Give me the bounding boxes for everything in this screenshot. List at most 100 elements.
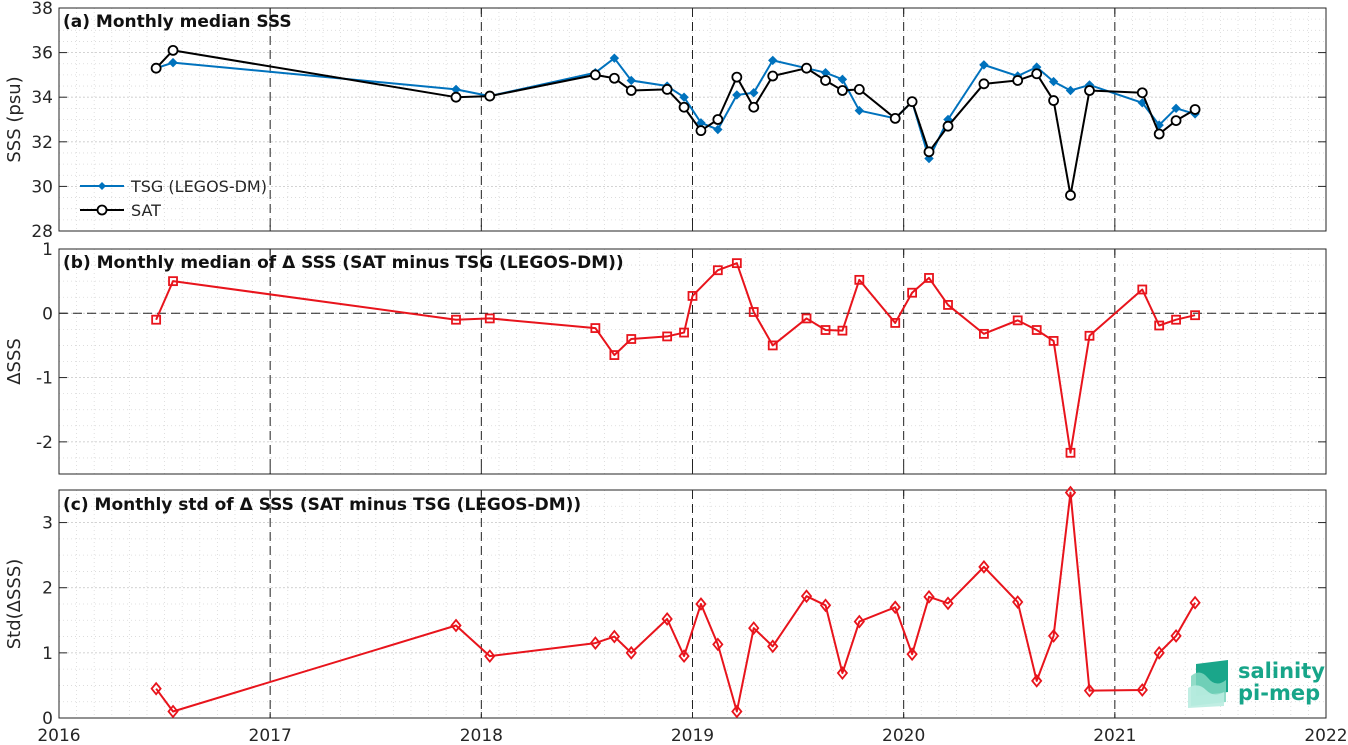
y-tick-label: 1 [42,240,53,260]
delta-median-data-point [1137,284,1148,295]
panel-b-monthly-median-delta-sss: -2 -1 0 1 ΔSSS (b) Monthly median of Δ SSS (S… [4,240,1327,475]
tsg-data-point [626,75,636,86]
delta-std-data-point [800,589,813,604]
sat-data-point [1136,87,1148,99]
y-tick-label: 36 [31,44,53,64]
delta-std-data-point [1064,485,1077,500]
y-tick-label: 34 [31,88,53,108]
delta-std-data-point [608,629,621,644]
sat-data-point [748,101,760,113]
delta-std-data-point [853,614,865,629]
y-tick-label: 32 [31,133,53,153]
y-tick-label: 38 [31,0,53,19]
delta-std-data-point [923,589,935,604]
tsg-data-point [854,105,865,116]
sat-data-point [678,101,690,113]
delta-std-data-point [1189,595,1201,610]
legend-swatch-marker [96,204,108,216]
sat-data-point [906,96,918,108]
delta-median-data-point [854,274,865,285]
sat-data-point [167,44,179,56]
delta-std-data-point [150,681,162,696]
delta-std-data-point [484,649,496,664]
sat-data-point [1153,128,1165,140]
panel-c-monthly-std-delta-sss: 0 1 2 3 2016 2017 2018 2019 2020 2021 2022 Std(ΔSSS… [4,485,1348,745]
delta-std-data-point [712,637,724,652]
delta-median-data-point [731,258,742,269]
x-tick-label: 2022 [1304,726,1347,745]
panel-title: (a) Monthly median SSS [63,12,292,32]
y-tick-label: -2 [36,433,53,453]
sat-data-point [625,85,637,96]
delta-median-data-point [451,314,461,325]
delta-std-data-point [767,639,779,654]
delta-std-data-point [625,645,637,660]
sat-data-point [853,83,865,95]
delta-std-data-point [1012,595,1024,609]
delta-std-data-point [167,704,179,719]
delta-median-data-point [590,323,601,333]
delta-median-data-point [1048,336,1059,346]
delta-std-data-point [906,647,918,662]
delta-std-data-point [1153,645,1165,660]
tsg-data-point [713,124,723,135]
sat-data-point [1065,189,1076,201]
delta-std-data-point [450,618,462,633]
y-axis-label: Std(ΔSSS) [4,559,25,650]
y-tick-label: 28 [31,222,53,242]
delta-median-data-point [484,313,495,324]
delta-std-data-point [1170,628,1182,643]
tsg-data-point [168,57,178,68]
delta-median-data-point [890,318,901,328]
sat-data-point [820,75,831,86]
delta-std-data-point [695,597,707,611]
sat-data-point [712,114,724,125]
panel-title: (b) Monthly median of Δ SSS (SAT minus T… [63,253,624,273]
x-tick-label: 2017 [249,726,292,745]
sat-data-point [1031,68,1043,80]
y-tick-label: 1 [42,644,53,664]
delta-median-data-point [609,350,620,360]
sat-data-point [1189,104,1201,115]
tsg-data-point [837,74,848,85]
y-tick-label: 30 [31,177,53,197]
sat-data-point [1012,75,1024,86]
sat-data-point [589,69,601,81]
delta-median-data-point [712,265,723,276]
tsg-data-point [1065,85,1076,96]
delta-median-data-point [662,331,673,342]
legend: TSG (LEGOS-DM) SAT [80,177,267,220]
delta-std-data-point [889,600,901,615]
tsg-data-point [1171,103,1181,114]
delta-std-data-point [678,649,690,664]
sat-data-point [837,85,848,96]
tsg-data-point [1048,76,1059,87]
delta-median-data-point [1084,330,1095,341]
delta-median-data-point [820,325,831,335]
sat-data-point [731,71,743,83]
delta-std-data-point [819,598,832,613]
sat-data-point [978,78,990,90]
sat-data-point [923,146,935,158]
delta-series-line [155,262,1196,454]
sat-data-point [801,62,812,74]
tsg-data-point [609,53,620,63]
delta-median-data-point [767,340,778,351]
x-tick-label: 2021 [1093,726,1136,745]
delta-median-data-point [748,307,759,317]
delta-std-data-point [748,621,760,636]
delta-std-data-point [1047,628,1060,643]
y-axis-label: SSS (psu) [4,76,25,162]
y-tick-label: 2 [42,579,53,599]
x-tick-label: 2016 [37,726,80,745]
delta-std-data-point [942,596,954,611]
delta-std-data-point [589,636,602,651]
sat-data-point [767,70,779,82]
delta-median-data-point [151,314,162,325]
sat-data-point [889,112,901,124]
delta-median-data-point [1065,447,1076,458]
sat-data-point [942,120,954,132]
y-tick-label: 0 [42,304,53,324]
salinity-pi-mep-logo: salinity pi-mep [1188,658,1328,708]
tsg-data-point [749,88,759,98]
